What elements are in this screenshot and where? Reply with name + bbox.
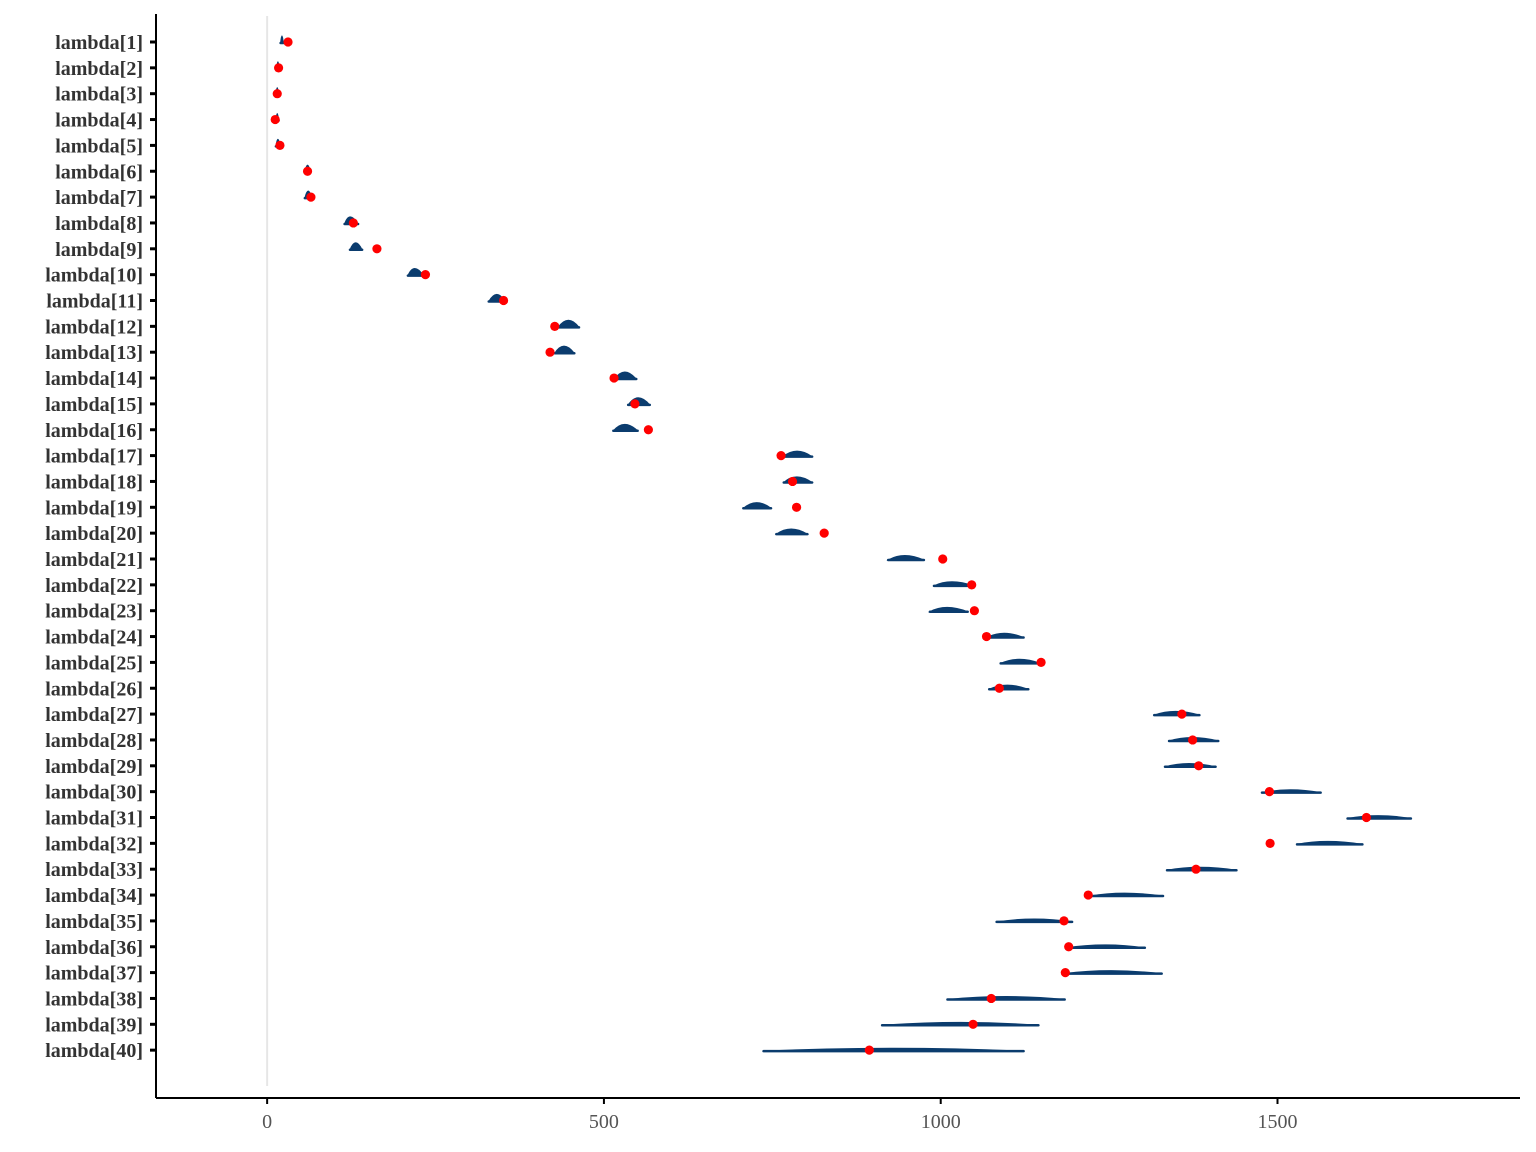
point-estimate [630, 399, 640, 409]
point-estimate [994, 683, 1004, 693]
y-tick-label: lambda[15] [45, 394, 143, 416]
y-tick-label: lambda[33] [45, 859, 143, 881]
y-tick-label: lambda[11] [46, 291, 143, 313]
y-tick-label: lambda[6] [55, 161, 143, 183]
point-estimate [275, 140, 285, 150]
point-estimate [969, 606, 980, 616]
point-estimate [272, 89, 282, 99]
point-estimate [791, 502, 802, 512]
point-estimate [1060, 968, 1070, 978]
point-estimate [306, 192, 316, 202]
point-estimate-layer [270, 37, 1372, 1055]
y-tick-label: lambda[8] [55, 213, 143, 235]
point-estimate [420, 270, 431, 280]
y-tick-label: lambda[35] [45, 911, 143, 933]
point-estimate [273, 63, 284, 73]
x-tick-label: 500 [589, 1111, 619, 1133]
point-estimate [270, 114, 280, 125]
y-tick-label: lambda[5] [55, 135, 143, 157]
point-estimate [938, 554, 948, 564]
y-tick-label: lambda[12] [45, 316, 143, 338]
y-tick-label: lambda[4] [55, 110, 143, 132]
y-tick-label: lambda[26] [45, 678, 143, 700]
point-estimate [1264, 787, 1275, 797]
point-estimate [1083, 890, 1093, 900]
point-estimate [981, 631, 992, 642]
y-tick-label: lambda[22] [45, 575, 143, 597]
point-estimate [283, 37, 293, 47]
point-estimate [498, 295, 509, 306]
x-tick-label: 1000 [921, 1111, 961, 1133]
y-tick-label: lambda[30] [45, 782, 143, 804]
y-tick-label: lambda[17] [45, 446, 143, 468]
y-tick-label: lambda[28] [45, 730, 143, 752]
point-estimate [967, 580, 977, 590]
point-estimate [609, 373, 619, 383]
x-tick-label: 1500 [1258, 1111, 1298, 1133]
y-tick-label: lambda[32] [45, 833, 143, 855]
y-axis: lambda[1] lambda[2] lambda[3] lambda[4] lamb… [45, 14, 157, 1098]
y-tick-label: lambda[3] [55, 84, 143, 106]
y-tick-label: lambda[29] [45, 756, 143, 778]
point-estimate [302, 166, 313, 176]
y-tick-label: lambda[24] [45, 627, 143, 649]
x-tick-label: 0 [262, 1111, 272, 1133]
y-tick-label: lambda[9] [55, 239, 143, 261]
y-tick-label: lambda[31] [45, 808, 143, 830]
y-tick-label: lambda[1] [55, 32, 143, 54]
point-estimate [372, 244, 382, 254]
y-tick-label: lambda[23] [45, 601, 143, 623]
y-tick-label: lambda[39] [45, 1014, 143, 1036]
y-tick-label: lambda[27] [45, 704, 143, 726]
y-tick-label: lambda[18] [45, 471, 143, 493]
point-estimate [776, 451, 786, 461]
point-estimate [864, 1045, 874, 1055]
point-estimate [986, 993, 996, 1004]
point-estimate [1188, 735, 1198, 745]
y-tick-label: lambda[2] [55, 58, 143, 80]
point-estimate [1036, 657, 1046, 668]
y-tick-label: lambda[14] [45, 368, 143, 390]
y-tick-label: lambda[16] [45, 420, 143, 442]
y-tick-label: lambda[38] [45, 988, 143, 1010]
y-tick-label: lambda[36] [45, 937, 143, 959]
y-tick-label: lambda[40] [45, 1040, 143, 1062]
y-tick-label: lambda[37] [45, 963, 143, 985]
y-tick-label: lambda[19] [45, 497, 143, 519]
point-estimate [1265, 838, 1275, 848]
x-axis: 0 500 1000 1500 [156, 1097, 1520, 1133]
point-estimate [1194, 761, 1204, 771]
y-tick-label: lambda[34] [45, 885, 143, 907]
point-estimate [1361, 812, 1372, 823]
point-estimate [968, 1019, 978, 1029]
point-estimate [819, 528, 829, 538]
point-estimate [787, 476, 798, 487]
y-tick-label: lambda[7] [55, 187, 143, 209]
point-estimate [1059, 916, 1069, 926]
point-estimate [1191, 864, 1201, 874]
point-estimate [545, 347, 555, 357]
y-tick-label: lambda[20] [45, 523, 143, 545]
y-tick-label: lambda[21] [45, 549, 143, 571]
point-estimate [643, 425, 653, 435]
point-estimate [1064, 942, 1074, 952]
point-estimate [348, 218, 358, 228]
interval-layer [274, 35, 1413, 1053]
y-tick-label: lambda[25] [45, 652, 143, 674]
point-estimate [550, 321, 560, 331]
point-estimate [1177, 709, 1187, 719]
y-tick-label: lambda[10] [45, 265, 143, 287]
y-tick-label: lambda[13] [45, 342, 143, 364]
